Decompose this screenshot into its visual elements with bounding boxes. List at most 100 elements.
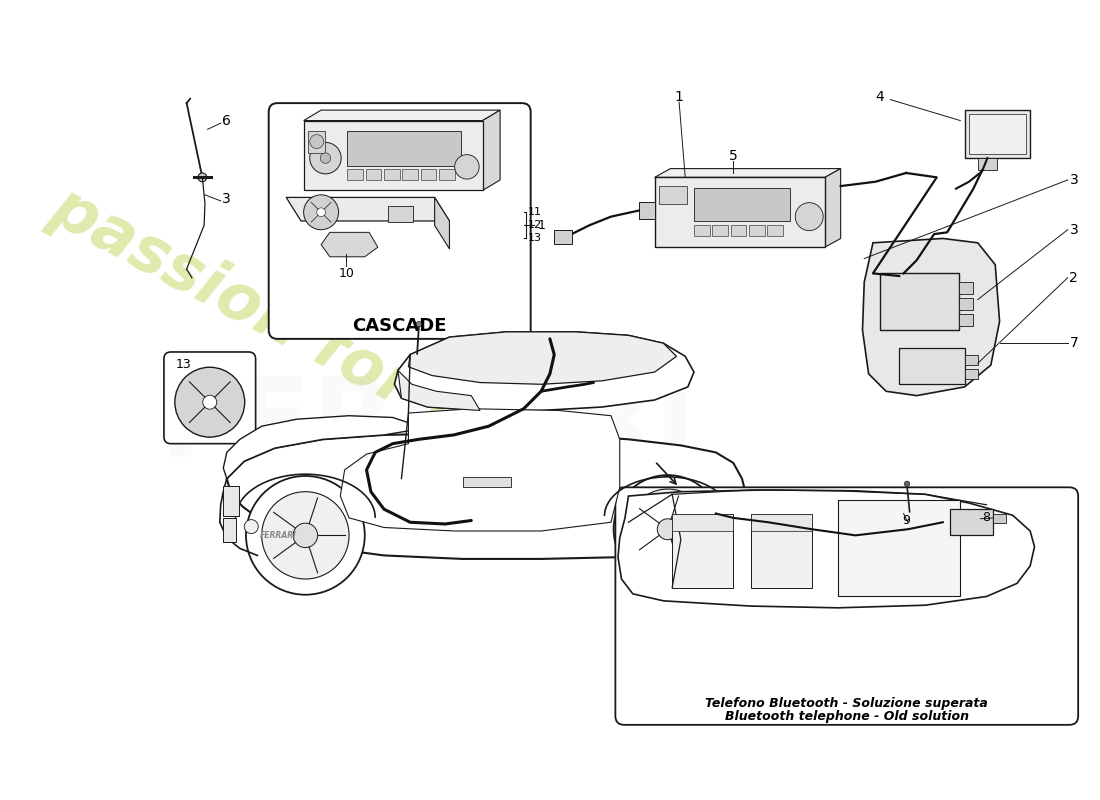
Circle shape <box>198 173 207 182</box>
Circle shape <box>244 520 258 534</box>
Bar <box>654 178 825 247</box>
Bar <box>750 514 812 531</box>
Polygon shape <box>395 332 694 410</box>
Text: 6: 6 <box>222 114 231 127</box>
Bar <box>750 514 812 588</box>
Text: 1: 1 <box>674 90 683 104</box>
Bar <box>554 230 572 244</box>
Bar <box>958 298 972 310</box>
FancyBboxPatch shape <box>164 352 255 444</box>
Text: 3: 3 <box>1069 173 1078 187</box>
Bar <box>694 188 790 221</box>
Bar <box>348 170 363 180</box>
Polygon shape <box>408 332 676 384</box>
Bar <box>420 170 437 180</box>
Polygon shape <box>618 490 1034 608</box>
Bar <box>384 170 399 180</box>
Text: FERRARI: FERRARI <box>160 373 696 480</box>
Polygon shape <box>321 232 378 257</box>
Bar <box>672 514 734 531</box>
Text: 13: 13 <box>528 234 542 243</box>
Bar <box>978 158 997 170</box>
Circle shape <box>416 322 421 326</box>
Text: 7: 7 <box>1069 336 1078 350</box>
Bar <box>439 170 454 180</box>
Bar <box>348 131 461 166</box>
Circle shape <box>310 142 341 174</box>
Bar <box>403 170 418 180</box>
Text: 10: 10 <box>339 267 354 280</box>
Bar <box>388 206 412 222</box>
Text: 1: 1 <box>538 219 546 232</box>
Circle shape <box>454 154 480 179</box>
Text: 5: 5 <box>729 149 738 162</box>
Polygon shape <box>825 169 840 247</box>
Polygon shape <box>223 416 419 478</box>
Bar <box>958 314 972 326</box>
Bar <box>659 186 688 203</box>
Polygon shape <box>227 433 747 559</box>
Circle shape <box>614 475 722 583</box>
Text: Telefono Bluetooth - Soluzione superata: Telefono Bluetooth - Soluzione superata <box>705 697 988 710</box>
Text: 13: 13 <box>176 358 191 370</box>
FancyBboxPatch shape <box>268 103 530 339</box>
Bar <box>694 226 710 236</box>
Text: passion for parts since 1985: passion for parts since 1985 <box>41 177 972 711</box>
Circle shape <box>795 202 823 230</box>
Bar <box>308 131 326 153</box>
Circle shape <box>320 153 331 163</box>
Text: CASCADE: CASCADE <box>352 317 447 334</box>
Circle shape <box>658 518 679 540</box>
Bar <box>672 514 734 588</box>
Polygon shape <box>862 238 1000 396</box>
Bar <box>965 110 1030 158</box>
Bar <box>365 170 382 180</box>
Text: 8: 8 <box>982 511 990 524</box>
FancyBboxPatch shape <box>615 487 1078 725</box>
Bar <box>965 369 978 379</box>
Bar <box>958 282 972 294</box>
Polygon shape <box>304 110 500 121</box>
Text: 3: 3 <box>222 192 231 206</box>
Polygon shape <box>483 110 500 190</box>
Text: 4: 4 <box>876 90 884 104</box>
Text: 2: 2 <box>1069 270 1078 285</box>
Bar <box>223 518 235 542</box>
Circle shape <box>202 395 217 409</box>
Bar <box>899 348 965 384</box>
Text: 3: 3 <box>1069 222 1078 237</box>
Polygon shape <box>434 198 450 249</box>
Circle shape <box>175 367 244 437</box>
Text: 11: 11 <box>528 207 542 218</box>
Circle shape <box>310 134 323 149</box>
Text: 9: 9 <box>902 514 910 527</box>
Bar <box>768 226 783 236</box>
Polygon shape <box>286 198 450 221</box>
Text: FERRARI: FERRARI <box>260 531 297 540</box>
Circle shape <box>294 523 318 547</box>
Bar <box>880 274 958 330</box>
Circle shape <box>246 476 365 594</box>
Bar <box>713 226 728 236</box>
Circle shape <box>262 492 349 579</box>
Bar <box>949 509 993 535</box>
Bar <box>838 501 960 597</box>
Polygon shape <box>304 121 483 190</box>
Bar <box>749 226 764 236</box>
Polygon shape <box>654 169 840 178</box>
Circle shape <box>304 194 339 230</box>
Polygon shape <box>398 370 480 410</box>
Bar <box>969 114 1026 154</box>
Text: 12: 12 <box>528 220 542 230</box>
Circle shape <box>317 208 326 217</box>
Bar <box>463 477 510 487</box>
Circle shape <box>628 489 708 570</box>
Bar <box>639 202 654 219</box>
Bar <box>993 514 1005 523</box>
Text: Bluetooth telephone - Old solution: Bluetooth telephone - Old solution <box>725 710 969 722</box>
Bar <box>965 354 978 365</box>
Circle shape <box>904 482 910 486</box>
Bar <box>730 226 747 236</box>
Polygon shape <box>340 409 619 531</box>
Bar <box>223 486 239 516</box>
